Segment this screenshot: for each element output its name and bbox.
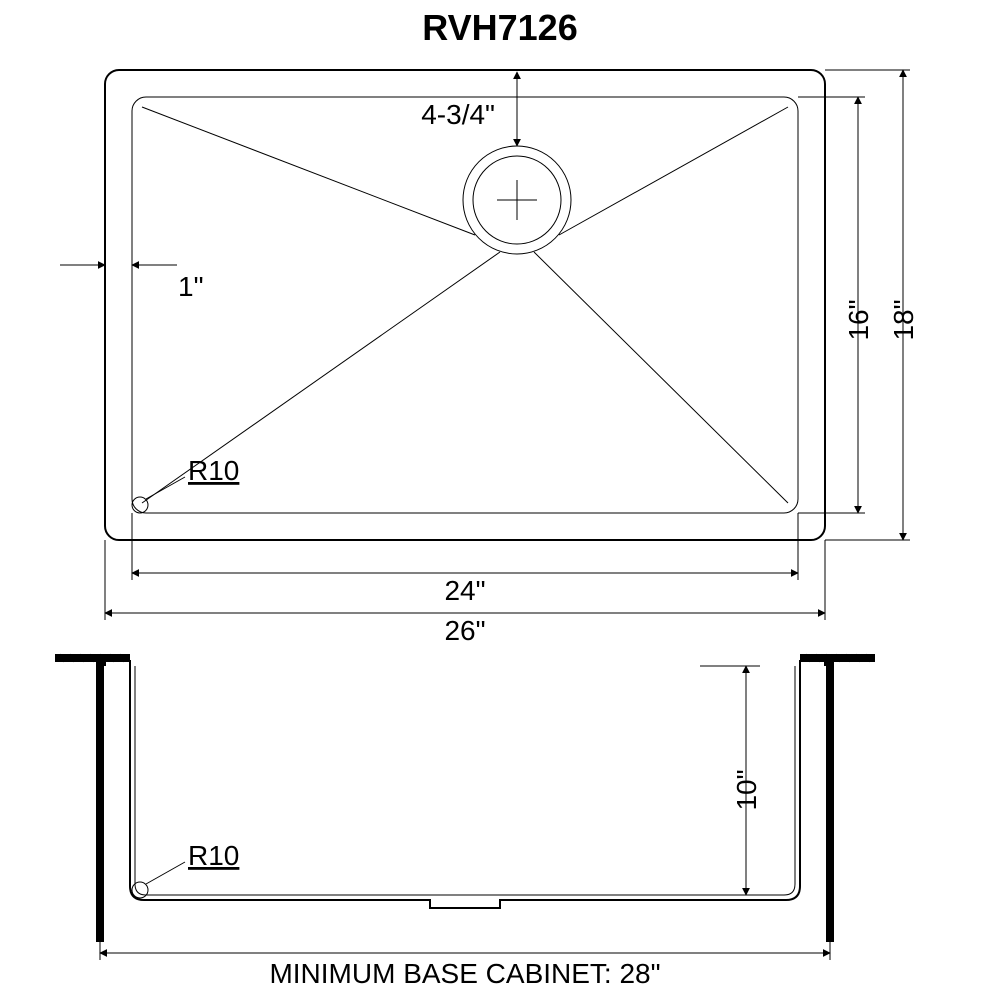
rim-label: 1" — [178, 271, 204, 302]
outer-height-label: 18" — [888, 299, 919, 340]
radius-label-side: R10 — [188, 840, 239, 871]
diagram-title: RVH7126 — [422, 7, 577, 48]
drain-offset-dimension: 4-3/4" — [421, 72, 517, 146]
depth-label: 10" — [731, 769, 762, 810]
inner-width-label: 24" — [444, 575, 485, 606]
top-view: R10 — [105, 70, 825, 540]
cabinet-dimension: MINIMUM BASE CABINET: 28" — [100, 942, 830, 989]
width-dimensions: 24" 26" — [105, 513, 825, 646]
inner-height-label: 16" — [843, 299, 874, 340]
cabinet-label: MINIMUM BASE CABINET: 28" — [269, 958, 660, 989]
side-view: R10 10" — [55, 654, 875, 942]
radius-label-top: R10 — [188, 455, 239, 486]
height-dimensions: 16" 18" — [798, 70, 919, 540]
drain-offset-label: 4-3/4" — [421, 99, 495, 130]
outer-width-label: 26" — [444, 615, 485, 646]
